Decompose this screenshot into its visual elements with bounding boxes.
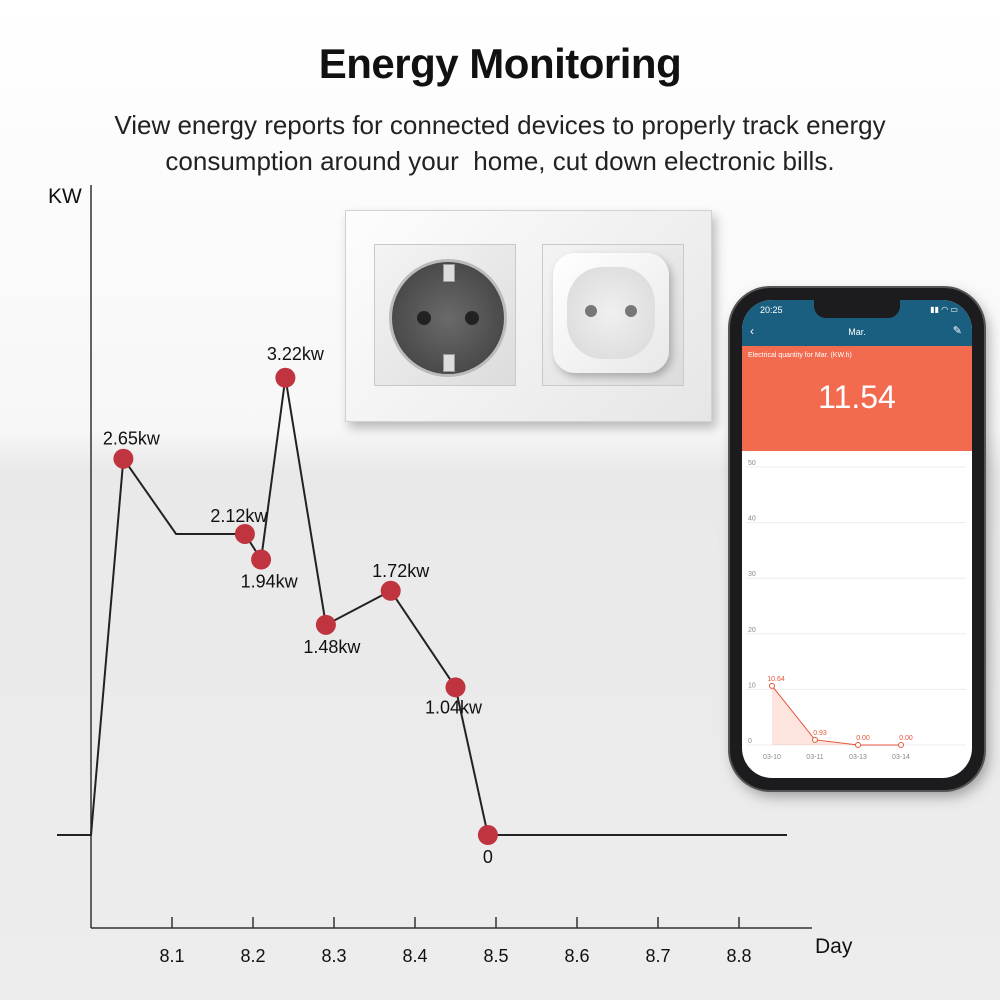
x-tick-label: 8.4 [402, 946, 427, 966]
mini-data-label: 10.64 [767, 676, 785, 683]
data-point [380, 580, 401, 601]
data-point [275, 367, 296, 388]
data-point [315, 614, 336, 635]
data-label: 2.65kw [103, 429, 161, 449]
subtitle-line-1: View energy reports for connected device… [114, 110, 886, 140]
mini-data-label: 0.00 [856, 735, 870, 742]
socket-frame-right [542, 244, 684, 386]
mini-y-tick-label: 0 [748, 738, 752, 745]
socket-hole [417, 311, 431, 325]
data-point [113, 448, 134, 469]
data-label: 0 [483, 847, 493, 867]
edit-icon[interactable]: ✎ [952, 325, 962, 337]
x-tick-label: 8.3 [321, 946, 346, 966]
mini-x-tick-label: 03-10 [763, 754, 781, 761]
mini-y-tick-label: 30 [748, 571, 756, 578]
metric-label: Electrical quantity for Mar. (KW.h) [748, 352, 852, 359]
page-subtitle: View energy reports for connected device… [0, 107, 1000, 179]
socket-frame-left [374, 244, 516, 386]
mini-data-point [898, 742, 904, 748]
smart-plug-face [567, 267, 655, 359]
status-time: 20:25 [760, 305, 783, 315]
y-axis-label: KW [48, 185, 82, 208]
data-point [477, 825, 498, 845]
mini-data-label: 0.93 [813, 730, 827, 737]
data-point [251, 549, 272, 570]
smart-plug-icon [553, 253, 669, 373]
data-label: 1.94kw [241, 572, 299, 592]
mini-y-tick-label: 10 [748, 682, 756, 689]
mini-data-point [769, 682, 775, 689]
phone-mockup: 20:25 ▮▮ ◠ ▭ ‹ Mar. ✎ Electrical quantit… [730, 288, 984, 790]
data-label: 1.48kw [303, 637, 361, 657]
subtitle-line-2: consumption around your home, cut down e… [165, 146, 835, 176]
data-label: 1.72kw [372, 561, 430, 581]
app-top-bar: 20:25 ▮▮ ◠ ▭ ‹ Mar. ✎ [742, 300, 972, 346]
socket-earth-clip [443, 264, 455, 282]
x-tick-label: 8.2 [240, 946, 265, 966]
plug-hole [585, 305, 597, 317]
metric-value: 11.54 [818, 379, 896, 415]
x-tick-label: 8.8 [726, 946, 751, 966]
series-line [57, 377, 787, 836]
mini-data-label: 0.00 [899, 735, 913, 742]
data-label: 1.04kw [425, 697, 483, 717]
x-tick-label: 8.5 [483, 946, 508, 966]
plug-hole [625, 305, 637, 317]
mini-data-point [812, 736, 818, 743]
phone-screen: 20:25 ▮▮ ◠ ▭ ‹ Mar. ✎ Electrical quantit… [742, 300, 972, 778]
socket-hole [465, 311, 479, 325]
mini-y-tick-label: 50 [748, 460, 756, 467]
data-point [234, 523, 255, 544]
mini-series-line [771, 685, 901, 746]
data-point [445, 677, 466, 698]
monthly-usage-chart: 50 40 30 20 10 0 10.64 03-10 0.93 03-11 0.00 03-13 0… [746, 460, 966, 761]
mini-x-tick-label: 03-13 [849, 754, 867, 761]
mini-x-tick-label: 03-14 [892, 754, 910, 761]
mini-data-point [855, 742, 861, 748]
x-axis-label: Day [815, 935, 853, 958]
x-tick-label: 8.6 [564, 946, 589, 966]
back-chevron-icon[interactable]: ‹ [750, 324, 754, 338]
x-tick-label: 8.7 [645, 946, 670, 966]
data-label: 3.22kw [267, 344, 325, 364]
mini-y-tick-label: 20 [748, 627, 756, 634]
signal-wifi-battery-icon: ▮▮ ◠ ▭ [930, 305, 958, 314]
data-label: 2.12kw [210, 506, 268, 526]
mini-area-fill [772, 685, 901, 745]
wall-socket-panel [345, 210, 712, 422]
metric-panel: Electrical quantity for Mar. (KW.h) 11.5… [742, 346, 972, 451]
socket-earth-clip [443, 354, 455, 372]
page-title: Energy Monitoring [318, 40, 682, 87]
mini-x-tick-label: 03-11 [806, 754, 823, 761]
mini-y-tick-label: 40 [748, 516, 756, 523]
x-tick-label: 8.1 [159, 946, 184, 966]
schuko-socket-icon [389, 259, 507, 377]
nav-title: Mar. [848, 327, 866, 337]
phone-notch [814, 300, 900, 318]
